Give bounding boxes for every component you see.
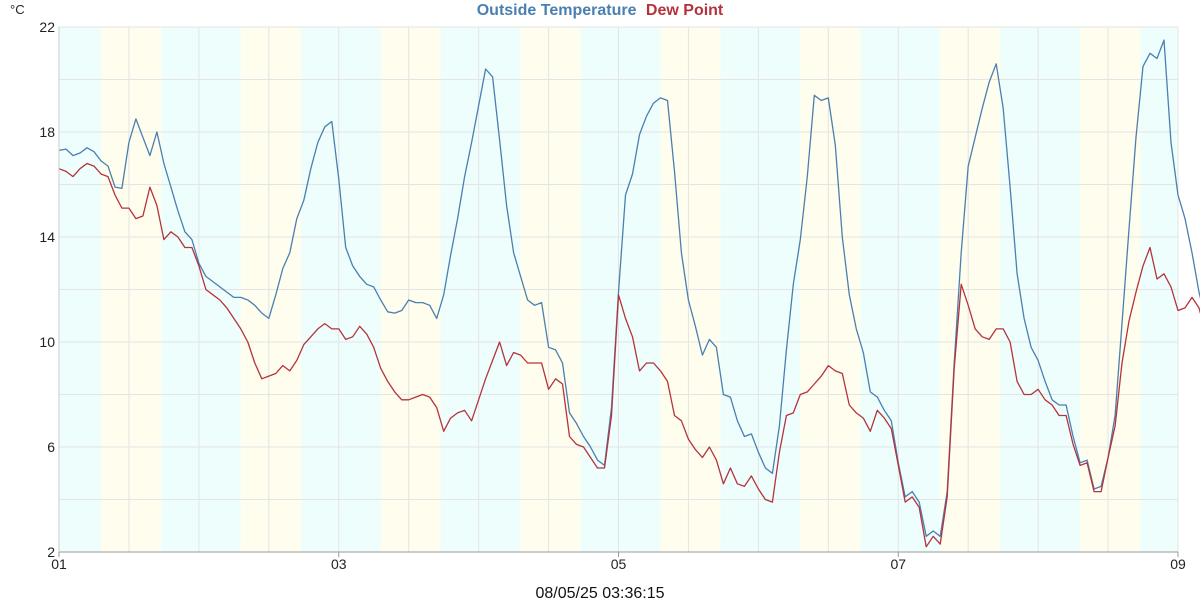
title-outside-temperature: Outside Temperature [477,2,637,19]
x-tick-label: 03 [331,556,347,572]
series-line-dew [58,162,1200,548]
series-lines [58,39,1200,548]
y-tick-label: 6 [47,439,55,455]
grid [58,26,1179,553]
x-tick-label: 09 [1170,556,1186,572]
axes: 2 6 10 14 18 22 01 03 05 07 09 [39,19,1186,572]
y-tick-label: 10 [39,334,55,350]
x-tick-label: 01 [51,556,67,572]
y-tick-label: 22 [39,19,55,35]
y-tick-label: 2 [47,544,55,560]
x-tick-label: 07 [890,556,906,572]
series-line-temp [58,39,1200,537]
y-tick-label: 14 [39,229,55,245]
y-axis-unit: °C [10,2,25,17]
title-dew-point: Dew Point [646,2,724,19]
chart-title: Outside Temperature Dew Point [477,2,724,19]
footer-timestamp: 08/05/25 03:36:15 [535,585,664,600]
x-tick-label: 05 [611,556,627,572]
y-tick-label: 18 [39,124,55,140]
